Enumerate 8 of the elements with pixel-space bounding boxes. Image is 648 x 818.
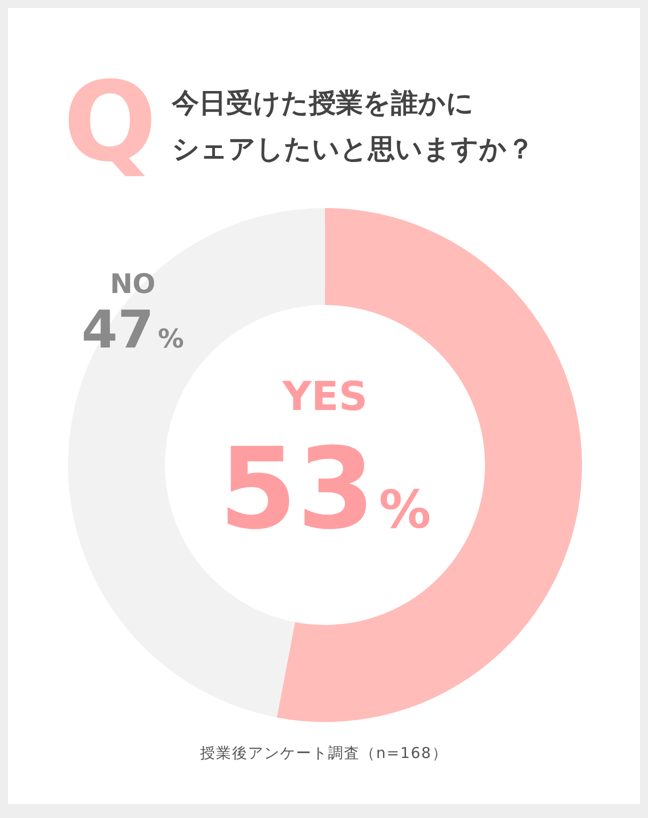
chart-subtitle: シェアしたいと思いますか？ [172, 134, 534, 165]
text: 授業後アンケート調査（n=168） [200, 744, 448, 762]
data-label: 53% [219, 424, 431, 555]
chart-title: 今日受けた授業を誰かに [171, 88, 474, 119]
slice-label: NO [110, 269, 156, 300]
data-label: 47% [82, 300, 184, 361]
slice-label: YES [281, 374, 368, 420]
text: Q [63, 58, 157, 186]
